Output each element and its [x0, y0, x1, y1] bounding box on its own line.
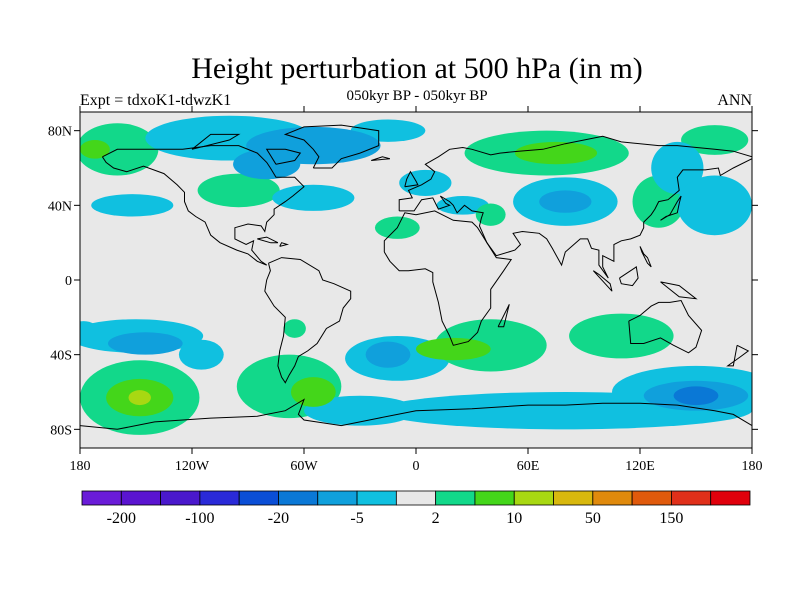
axis-ticks: 180 120W 60W 0 60E 120E 180 80N 40N 0 40S 80S [48, 106, 763, 474]
coastline [660, 195, 682, 221]
contour-region [304, 395, 416, 426]
colorbar-swatch [238, 490, 279, 506]
colorbar-swatch [592, 490, 633, 506]
lat-tick-label: 0 [65, 274, 72, 289]
colorbar-label: -20 [268, 510, 289, 527]
colorbar-label: 50 [585, 510, 601, 527]
coastline [660, 281, 698, 300]
coastline [398, 135, 752, 211]
colorbar-swatch [710, 490, 751, 506]
contour-region [290, 377, 336, 407]
lon-tick-label: 60W [290, 459, 318, 474]
colorbar-label: -5 [350, 510, 363, 527]
coastline [101, 145, 305, 266]
coastline [80, 398, 752, 430]
colorbar-swatch [317, 490, 358, 506]
coastline [257, 236, 279, 244]
contour-region [475, 203, 506, 226]
contour-region [677, 175, 752, 236]
coastline [639, 246, 652, 268]
coastline [371, 156, 391, 161]
coastline [279, 242, 290, 247]
figure-subtitle: 050kyr BP - 050kyr BP [346, 88, 488, 104]
colorbar-swatch [120, 490, 161, 506]
colorbar-swatch [395, 490, 437, 506]
contour-region [178, 339, 224, 370]
colorbar-swatch [553, 490, 594, 506]
lat-tick-label: 40N [48, 199, 72, 214]
coastline [191, 133, 241, 150]
contour-region [108, 332, 183, 355]
contour-region [272, 184, 355, 211]
coastline [726, 344, 750, 367]
contour-region [233, 149, 301, 180]
contour-region [651, 141, 704, 195]
coastline [628, 299, 703, 354]
colorbar-label: 150 [659, 510, 683, 527]
coastline [283, 124, 380, 169]
contour-region [128, 390, 151, 406]
lon-tick-label: 180 [70, 459, 91, 474]
contour-region [514, 141, 598, 165]
coastline [399, 158, 752, 279]
colorbar-label: 2 [432, 510, 440, 527]
coastline [497, 304, 510, 328]
colorbar-swatch [671, 490, 712, 506]
lon-tick-label: 60E [517, 459, 540, 474]
colorbar-label: -200 [107, 510, 136, 527]
lat-tick-label: 80N [48, 125, 72, 140]
contour-region [80, 321, 99, 344]
colorbar-swatch [474, 490, 515, 506]
contour-region [569, 313, 674, 359]
colorbar-swatch [278, 490, 319, 506]
contour-region [673, 386, 719, 406]
lon-tick-label: 0 [413, 459, 420, 474]
lon-tick-label: 120E [625, 459, 655, 474]
colorbar-label: 10 [506, 510, 522, 527]
contour-region [365, 341, 411, 368]
colorbar-swatch [513, 490, 554, 506]
colorbar-swatch [631, 490, 672, 506]
colorbar-swatch [160, 490, 201, 506]
lat-tick-label: 80S [50, 423, 72, 438]
colorbar: -200 -100 -20 -5 2 10 50 150 [81, 490, 751, 527]
season-label: ANN [717, 92, 752, 109]
colorbar-swatch [199, 490, 240, 506]
coastline [592, 270, 613, 292]
coastline [264, 257, 352, 384]
lon-tick-label: 180 [742, 459, 763, 474]
coastline [404, 170, 419, 188]
colorbar-label: -100 [185, 510, 214, 527]
colorbar-swatch [81, 490, 122, 506]
coastline [383, 210, 513, 346]
contour-region [539, 190, 592, 213]
contour-region [91, 194, 174, 217]
lon-tick-label: 120W [175, 459, 210, 474]
lat-tick-label: 40S [50, 349, 72, 364]
experiment-label: Expt = tdxoK1-tdwzK1 [80, 92, 232, 109]
contour-region [416, 337, 491, 361]
colorbar-swatch [435, 490, 476, 506]
coastline [619, 266, 639, 287]
coastlines [80, 124, 752, 430]
contour-region [436, 196, 489, 215]
contour-region [283, 319, 306, 338]
colorbar-swatch [356, 490, 397, 506]
contour-region [197, 173, 280, 208]
contour-region [80, 140, 110, 159]
figure-title: Height perturbation at 500 hPa (in m) [191, 52, 643, 85]
coastline [265, 148, 302, 165]
